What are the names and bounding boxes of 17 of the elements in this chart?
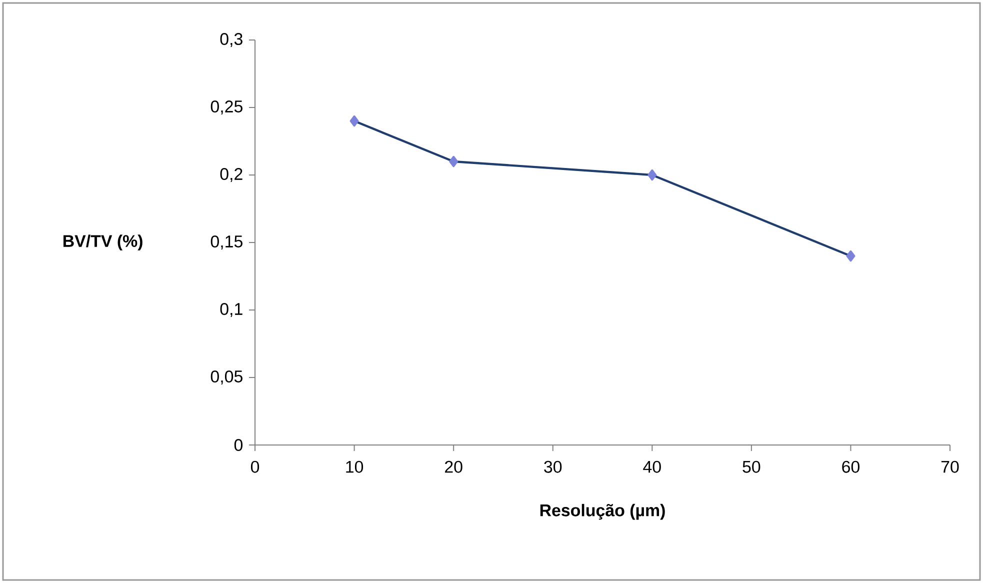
y-tick-label: 0,1 [220,302,242,317]
x-tick-label: 50 [742,460,760,473]
y-tick-label: 0 [234,438,243,451]
y-tick-label: 0,2 [220,168,242,182]
x-tick-label: 10 [346,460,364,473]
x-tick-label: 60 [842,460,860,473]
y-tick-label: 0,05 [210,370,242,384]
x-tick-label: 0 [250,460,260,473]
x-axis-title: Resolução (µm) [540,504,665,520]
y-tick-label: 0,15 [210,235,242,250]
x-tick-label: 40 [643,460,661,473]
x-tick-label: 30 [544,460,562,473]
x-tick-label: 70 [941,460,959,473]
y-tick-label: 0,25 [210,100,242,114]
y-tick-label: 0,3 [220,32,242,47]
y-axis-title: BV/TV (%) [63,234,142,250]
x-tick-label: 20 [445,460,462,473]
